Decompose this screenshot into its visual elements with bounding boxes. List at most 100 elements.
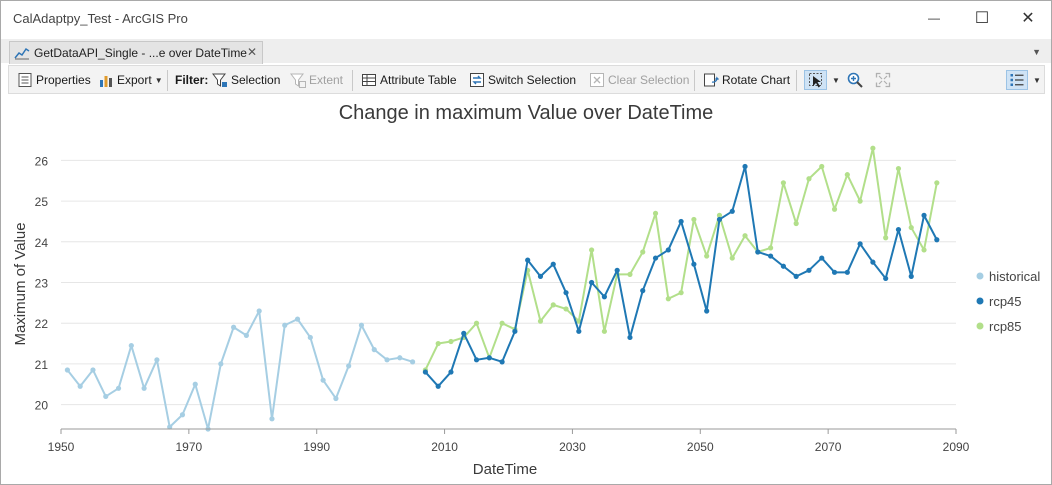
data-point[interactable] [410,359,416,365]
data-point[interactable] [806,176,812,182]
data-point[interactable] [793,220,799,227]
data-point[interactable] [141,385,147,391]
data-point[interactable] [691,216,697,223]
data-point[interactable] [103,393,109,400]
maximize-button[interactable]: ☐ [959,5,1005,31]
legend-toggle-button[interactable] [1006,70,1028,90]
data-point[interactable] [729,208,735,214]
data-point[interactable] [921,212,927,218]
data-point[interactable] [780,180,786,186]
data-point[interactable] [934,180,940,186]
data-point[interactable] [346,363,352,369]
data-point[interactable] [77,383,83,389]
data-point[interactable] [64,367,70,373]
data-point[interactable] [589,279,595,286]
data-point[interactable] [729,255,735,261]
data-point[interactable] [640,288,646,294]
data-point[interactable] [486,355,492,361]
data-point[interactable] [563,290,569,296]
data-point[interactable] [448,338,454,345]
data-point[interactable] [601,328,607,334]
data-point[interactable] [435,383,441,389]
legend-dropdown[interactable]: ▼ [1030,70,1041,90]
data-point[interactable] [665,296,671,302]
data-point[interactable] [857,241,863,247]
data-point[interactable] [179,412,186,418]
data-point[interactable] [934,237,940,243]
legend-item-rcp85[interactable]: rcp85 [976,319,1022,334]
data-point[interactable] [601,294,607,300]
data-point[interactable] [652,255,659,261]
data-point[interactable] [448,369,454,375]
data-point[interactable] [461,330,467,336]
data-point[interactable] [358,322,365,328]
data-point[interactable] [819,163,825,170]
data-point[interactable] [627,334,633,341]
clear-selection-button[interactable]: Clear Selection [589,70,689,90]
filter-extent-button[interactable]: Extent [290,70,343,90]
full-extent-button[interactable] [875,70,894,90]
data-point[interactable] [665,247,671,253]
data-point[interactable] [908,273,914,279]
data-point[interactable] [282,322,288,328]
data-point[interactable] [883,275,889,282]
data-point[interactable] [895,226,902,233]
data-point[interactable] [473,357,480,363]
data-point[interactable] [831,206,838,212]
data-point[interactable] [525,257,531,263]
close-button[interactable]: ✕ [1005,5,1051,31]
data-point[interactable] [192,381,198,387]
data-point[interactable] [908,224,914,231]
data-point[interactable] [218,361,224,367]
data-point[interactable] [294,316,301,322]
data-point[interactable] [831,269,838,275]
data-point[interactable] [716,212,723,218]
data-point[interactable] [806,267,812,273]
rotate-chart-button[interactable]: Rotate Chart [703,70,790,90]
switch-selection-button[interactable]: Switch Selection [469,70,576,90]
data-point[interactable] [537,318,544,324]
data-point[interactable] [422,369,428,375]
data-point[interactable] [857,198,863,204]
legend-item-historical[interactable]: historical [976,269,1041,284]
data-point[interactable] [883,235,889,241]
data-point[interactable] [499,359,505,365]
data-point[interactable] [576,328,582,334]
data-point[interactable] [473,320,480,326]
data-point[interactable] [895,165,902,172]
data-point[interactable] [793,273,799,279]
tab-close-icon[interactable]: ✕ [246,45,257,59]
data-point[interactable] [397,355,403,361]
data-point[interactable] [678,218,684,225]
data-point[interactable] [755,249,761,255]
tab-chart[interactable]: GetDataAPI_Single - ...e over DateTime ✕ [9,41,263,64]
data-point[interactable] [90,367,96,373]
data-point[interactable] [537,273,544,279]
data-point[interactable] [704,253,710,259]
filter-selection-button[interactable]: Selection [212,70,280,90]
data-point[interactable] [870,145,876,151]
data-point[interactable] [563,306,569,312]
data-point[interactable] [614,267,620,273]
data-point[interactable] [870,259,876,265]
data-point[interactable] [819,255,825,261]
tab-overflow-icon[interactable]: ▼ [1032,47,1041,57]
legend-item-rcp45[interactable]: rcp45 [976,294,1022,309]
data-point[interactable] [768,245,774,251]
data-point[interactable] [384,357,390,363]
data-point[interactable] [243,332,249,339]
data-point[interactable] [333,395,339,402]
data-point[interactable] [435,340,441,347]
data-point[interactable] [512,328,518,334]
data-point[interactable] [921,247,927,253]
data-point[interactable] [652,210,659,216]
zoom-in-button[interactable] [847,70,866,90]
data-point[interactable] [678,290,684,296]
data-point[interactable] [371,347,377,353]
data-point[interactable] [320,377,326,383]
data-point[interactable] [154,357,160,363]
data-point[interactable] [716,216,723,223]
data-point[interactable] [231,324,237,330]
data-point[interactable] [768,253,774,259]
data-point[interactable] [627,271,633,277]
